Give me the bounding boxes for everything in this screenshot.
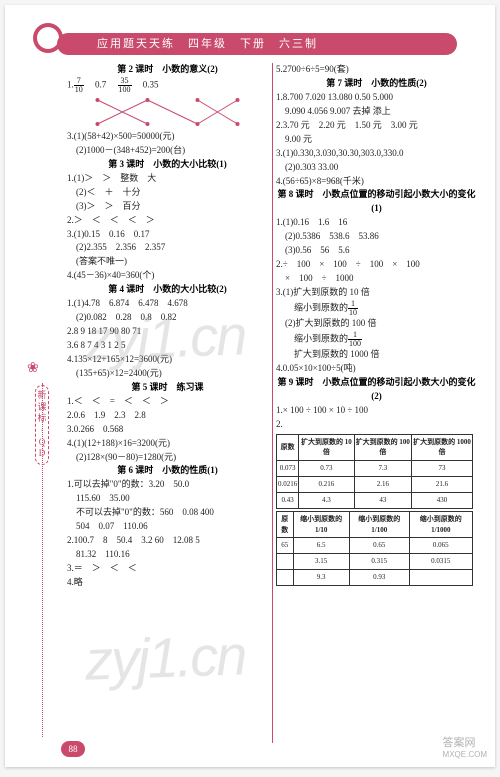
th: 扩大到原数的 1000 倍: [412, 434, 473, 461]
line: 5.2700÷6÷5=90(套): [276, 63, 477, 77]
line: 2.＞ ＜ ＜ ＜ ＞: [67, 214, 268, 228]
corner-watermark: 答案网 MXQE.COM: [443, 734, 487, 759]
line: 1.× 100 ÷ 100 × 10 ÷ 100: [276, 404, 477, 418]
line: 3.(1)0.330,3.030,30.30,303.0,330.0: [276, 147, 477, 161]
section-title: 第 6 课时 小数的性质(1): [67, 464, 268, 478]
line: 3.0.266 0.568: [67, 423, 268, 437]
line: (2)0.082 0.28 0.8 0.82: [67, 311, 268, 325]
line: 4.(56÷65)×8=968(千米): [276, 175, 477, 189]
line: (135+65)×12=2400(元): [67, 367, 268, 381]
line: 81.32 110.16: [67, 548, 268, 562]
page-number: 88: [61, 741, 85, 757]
line: (2)2.355 2.356 2.357: [67, 241, 268, 255]
main-content: 第 2 课时 小数的意义(2) 1.710 0.7 35100 0.35 3.(…: [67, 63, 477, 743]
line: 2.100.7 8 50.4 3.2 60 12.08 5: [67, 534, 268, 548]
shrink-table: 原数 缩小到原数的 1/10 缩小到原数的 1/100 缩小到原数的 1/100…: [276, 511, 473, 586]
th: 原数: [277, 511, 294, 538]
line: (2)128×(90－80)=1280(元): [67, 451, 268, 465]
line: (3)＞ ＞ 百分: [67, 200, 268, 214]
line: 2.÷ 100 × 100 ÷ 100 × 100: [276, 258, 477, 272]
line: 缩小到原数的1100: [276, 331, 477, 348]
page: 应用题天天练 四年级 下册 六三制 第 2 课时 小数的意义(2) 1.710 …: [5, 5, 495, 767]
section-title: 第 5 课时 练习课: [67, 381, 268, 395]
flower-icon: ❀: [27, 360, 45, 378]
expand-table: 原数 扩大到原数的 10 倍 扩大到原数的 100 倍 扩大到原数的 1000 …: [276, 434, 473, 509]
line: 3.(1)0.15 0.16 0.17: [67, 228, 268, 242]
section-title: 第 7 课时 小数的性质(2): [276, 77, 477, 91]
line: 3.＝ ＞ ＜ ＜: [67, 562, 268, 576]
line: (3)0.56 56 5.6: [276, 244, 477, 258]
line: 4.(45－36)×40=360(个): [67, 269, 268, 283]
line: 缩小到原数的110: [276, 300, 477, 317]
line: 3.(1)(58+42)×500=50000(元): [67, 130, 268, 144]
section-title: 第 3 课时 小数的大小比较(1): [67, 158, 268, 172]
line: 504 0.07 110.06: [67, 520, 268, 534]
line: (2)0.303 33.00: [276, 161, 477, 175]
top-banner: 应用题天天练 四年级 下册 六三制: [57, 33, 457, 55]
line: 9.00 元: [276, 133, 477, 147]
side-tab-label: 新课标 ·QD: [35, 385, 49, 465]
line: (2)1000－(348+452)=200(台): [67, 144, 268, 158]
th: 缩小到原数的 1/1000: [409, 511, 472, 538]
line: 1.(1)0.16 1.6 16: [276, 216, 477, 230]
section-title: 第 9 课时 小数点位置的移动引起小数大小的变化(2): [276, 376, 477, 404]
th: 原数: [277, 434, 299, 461]
line: 3.(1)扩大到原数的 10 倍: [276, 286, 477, 300]
line: 115.60 35.00: [67, 492, 268, 506]
line: 1.可以去掉"0"的数：3.20 50.0: [67, 478, 268, 492]
line: 2.: [276, 418, 477, 432]
th: 扩大到原数的 100 倍: [354, 434, 412, 461]
line: 2.0.6 1.9 2.3 2.8: [67, 409, 268, 423]
matching-diagram: [75, 96, 260, 128]
line: 1.8.700 7.020 13.080 0.50 5.000: [276, 91, 477, 105]
line: (2)＜ ＋ 十分: [67, 186, 268, 200]
line: 4.0.05×10×100÷5(吨): [276, 362, 477, 376]
line: 1.(1)4.78 6.874 6.478 4.678: [67, 297, 268, 311]
th: 缩小到原数的 1/100: [349, 511, 409, 538]
line: 1.710 0.7 35100 0.35: [67, 77, 268, 94]
line: 2.8 9 18 17 90 80 71: [67, 325, 268, 339]
line: 4.(1)(12+188)×16=3200(元): [67, 437, 268, 451]
line: 9.090 4.056 9.007 去掉 添上: [276, 105, 477, 119]
line: 1.＜ ＜ = ＜ ＜ ＞: [67, 395, 268, 409]
line: 4.略: [67, 576, 268, 590]
th: 扩大到原数的 10 倍: [299, 434, 354, 461]
line: (2)0.5386 538.6 53.86: [276, 230, 477, 244]
line: 3.6 8 7 4 3 1 2 5: [67, 339, 268, 353]
th: 缩小到原数的 1/10: [293, 511, 349, 538]
line: 1.(1)＞ ＞ 整数 大: [67, 172, 268, 186]
section-title: 第 4 课时 小数的大小比较(2): [67, 283, 268, 297]
line: 不可以去掉"0"的数：560 0.08 400: [67, 506, 268, 520]
section-title: 第 2 课时 小数的意义(2): [67, 63, 268, 77]
section-title: 第 8 课时 小数点位置的移动引起小数大小的变化(1): [276, 188, 477, 216]
line: 2.3.70 元 2.20 元 1.50 元 3.00 元: [276, 119, 477, 133]
line: (答案不唯一): [67, 255, 268, 269]
line: × 100 ÷ 1000: [276, 272, 477, 286]
line: 4.135×12+165×12=3600(元): [67, 353, 268, 367]
line: (2)扩大到原数的 100 倍: [276, 317, 477, 331]
line: 扩大到原数的 1000 倍: [276, 348, 477, 362]
